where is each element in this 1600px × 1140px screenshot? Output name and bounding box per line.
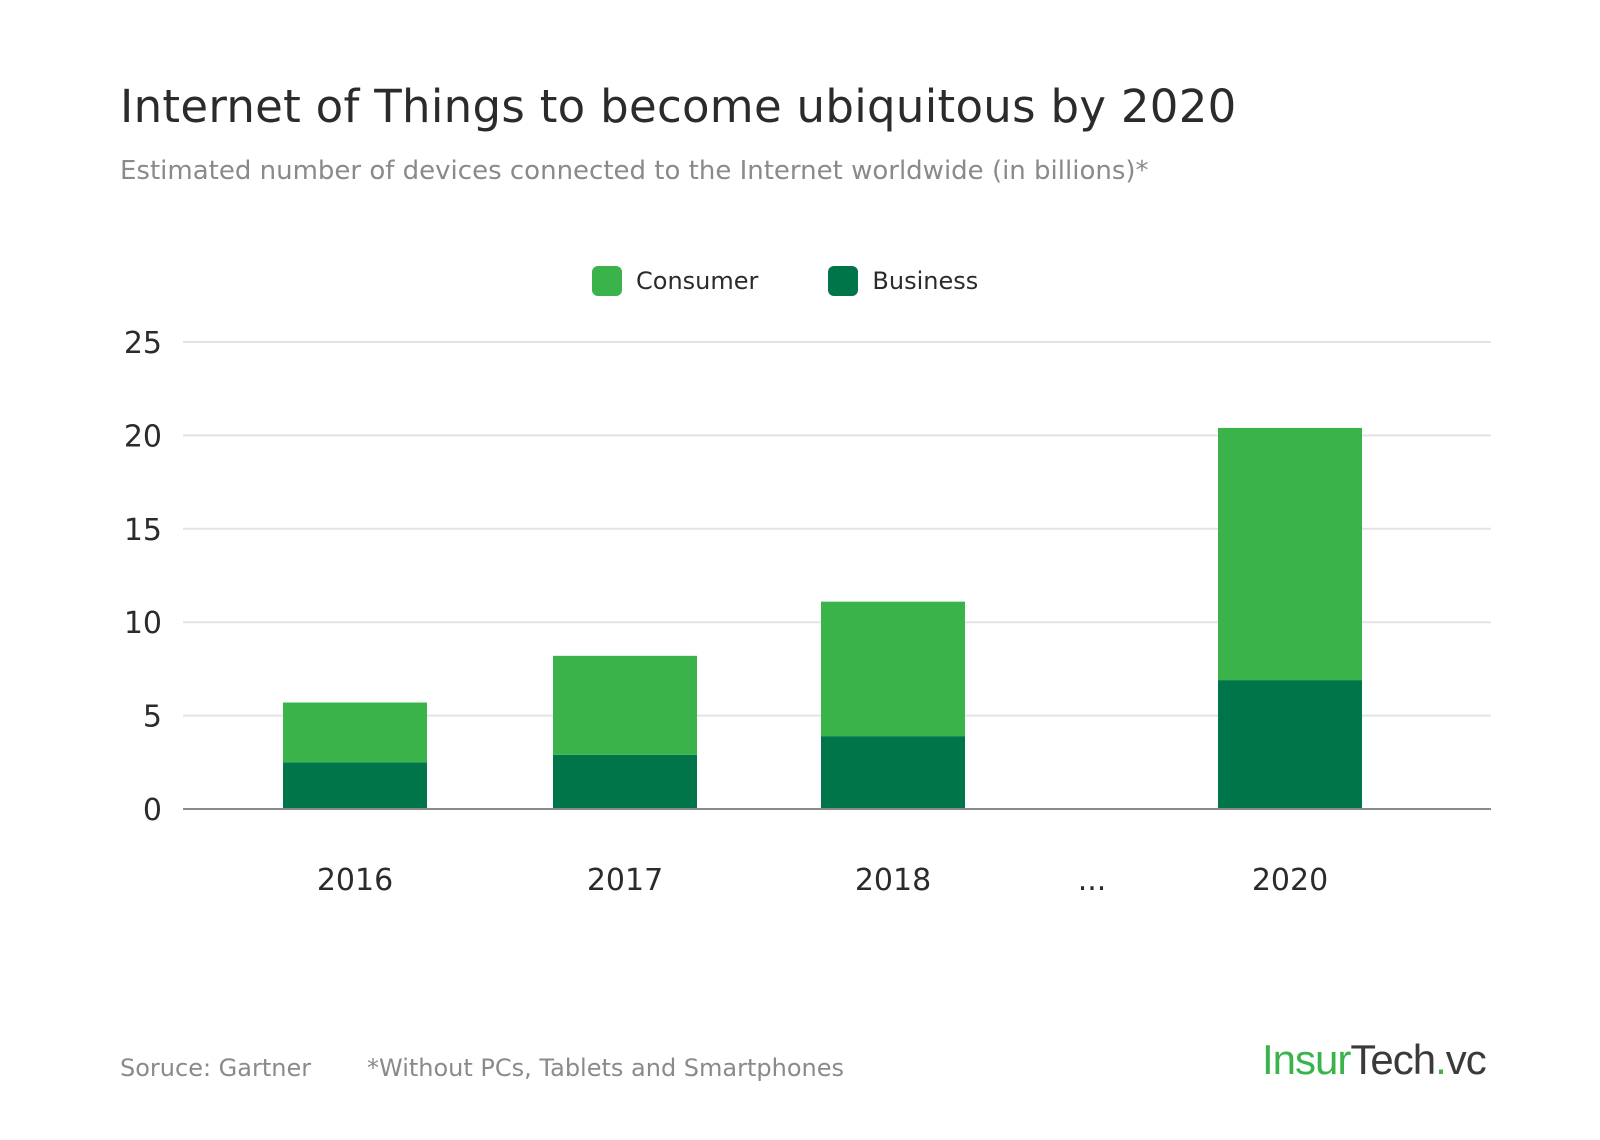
footnote: *Without PCs, Tablets and Smartphones bbox=[367, 1054, 845, 1082]
chart-subtitle: Estimated number of devices connected to… bbox=[120, 156, 1149, 186]
bar-consumer-2018 bbox=[821, 601, 965, 737]
bar-consumer-2016 bbox=[283, 702, 427, 763]
bar-consumer-2017 bbox=[553, 655, 697, 755]
legend-item-consumer: Consumer bbox=[592, 266, 758, 296]
legend-label-consumer: Consumer bbox=[636, 267, 759, 295]
x-tick-label: 2018 bbox=[855, 863, 931, 898]
bar-business-2016 bbox=[283, 762, 427, 809]
legend: Consumer Business bbox=[592, 266, 978, 296]
chart-title: Internet of Things to become ubiquitous … bbox=[120, 80, 1237, 133]
legend-swatch-consumer bbox=[592, 266, 622, 296]
source-note: Soruce: Gartner bbox=[120, 1054, 312, 1082]
x-tick-label: 2017 bbox=[587, 863, 663, 898]
y-tick-label: 0 bbox=[143, 793, 162, 828]
legend-item-business: Business bbox=[828, 266, 978, 296]
bar-business-2020 bbox=[1218, 680, 1362, 809]
bar-consumer-2020 bbox=[1218, 427, 1362, 681]
bar-business-2017 bbox=[553, 754, 697, 809]
legend-label-business: Business bbox=[872, 267, 979, 295]
bar-business-2018 bbox=[821, 736, 965, 809]
insurtech-logo: InsurTech.vc bbox=[1262, 1036, 1487, 1083]
legend-swatch-business bbox=[828, 266, 859, 296]
x-tick-label: 2016 bbox=[317, 863, 393, 898]
y-tick-label: 25 bbox=[124, 326, 162, 361]
y-tick-label: 5 bbox=[143, 700, 162, 735]
y-tick-label: 10 bbox=[124, 606, 162, 641]
y-tick-label: 20 bbox=[124, 419, 162, 454]
y-tick-label: 15 bbox=[124, 513, 162, 548]
x-tick-label: ... bbox=[1078, 863, 1107, 898]
x-tick-label: 2020 bbox=[1252, 863, 1328, 898]
